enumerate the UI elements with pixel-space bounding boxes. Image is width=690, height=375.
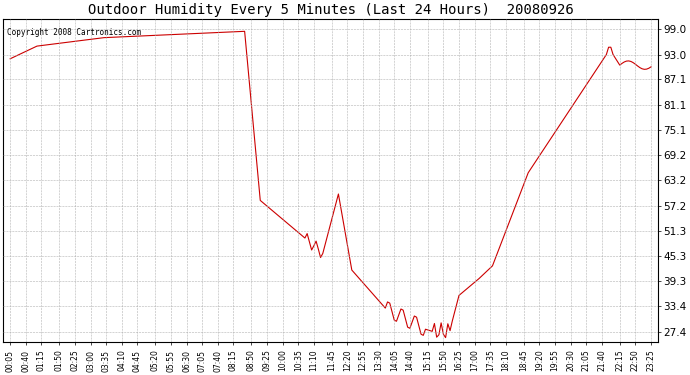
Text: Copyright 2008 Cartronics.com: Copyright 2008 Cartronics.com — [7, 28, 141, 38]
Title: Outdoor Humidity Every 5 Minutes (Last 24 Hours)  20080926: Outdoor Humidity Every 5 Minutes (Last 2… — [88, 3, 573, 18]
